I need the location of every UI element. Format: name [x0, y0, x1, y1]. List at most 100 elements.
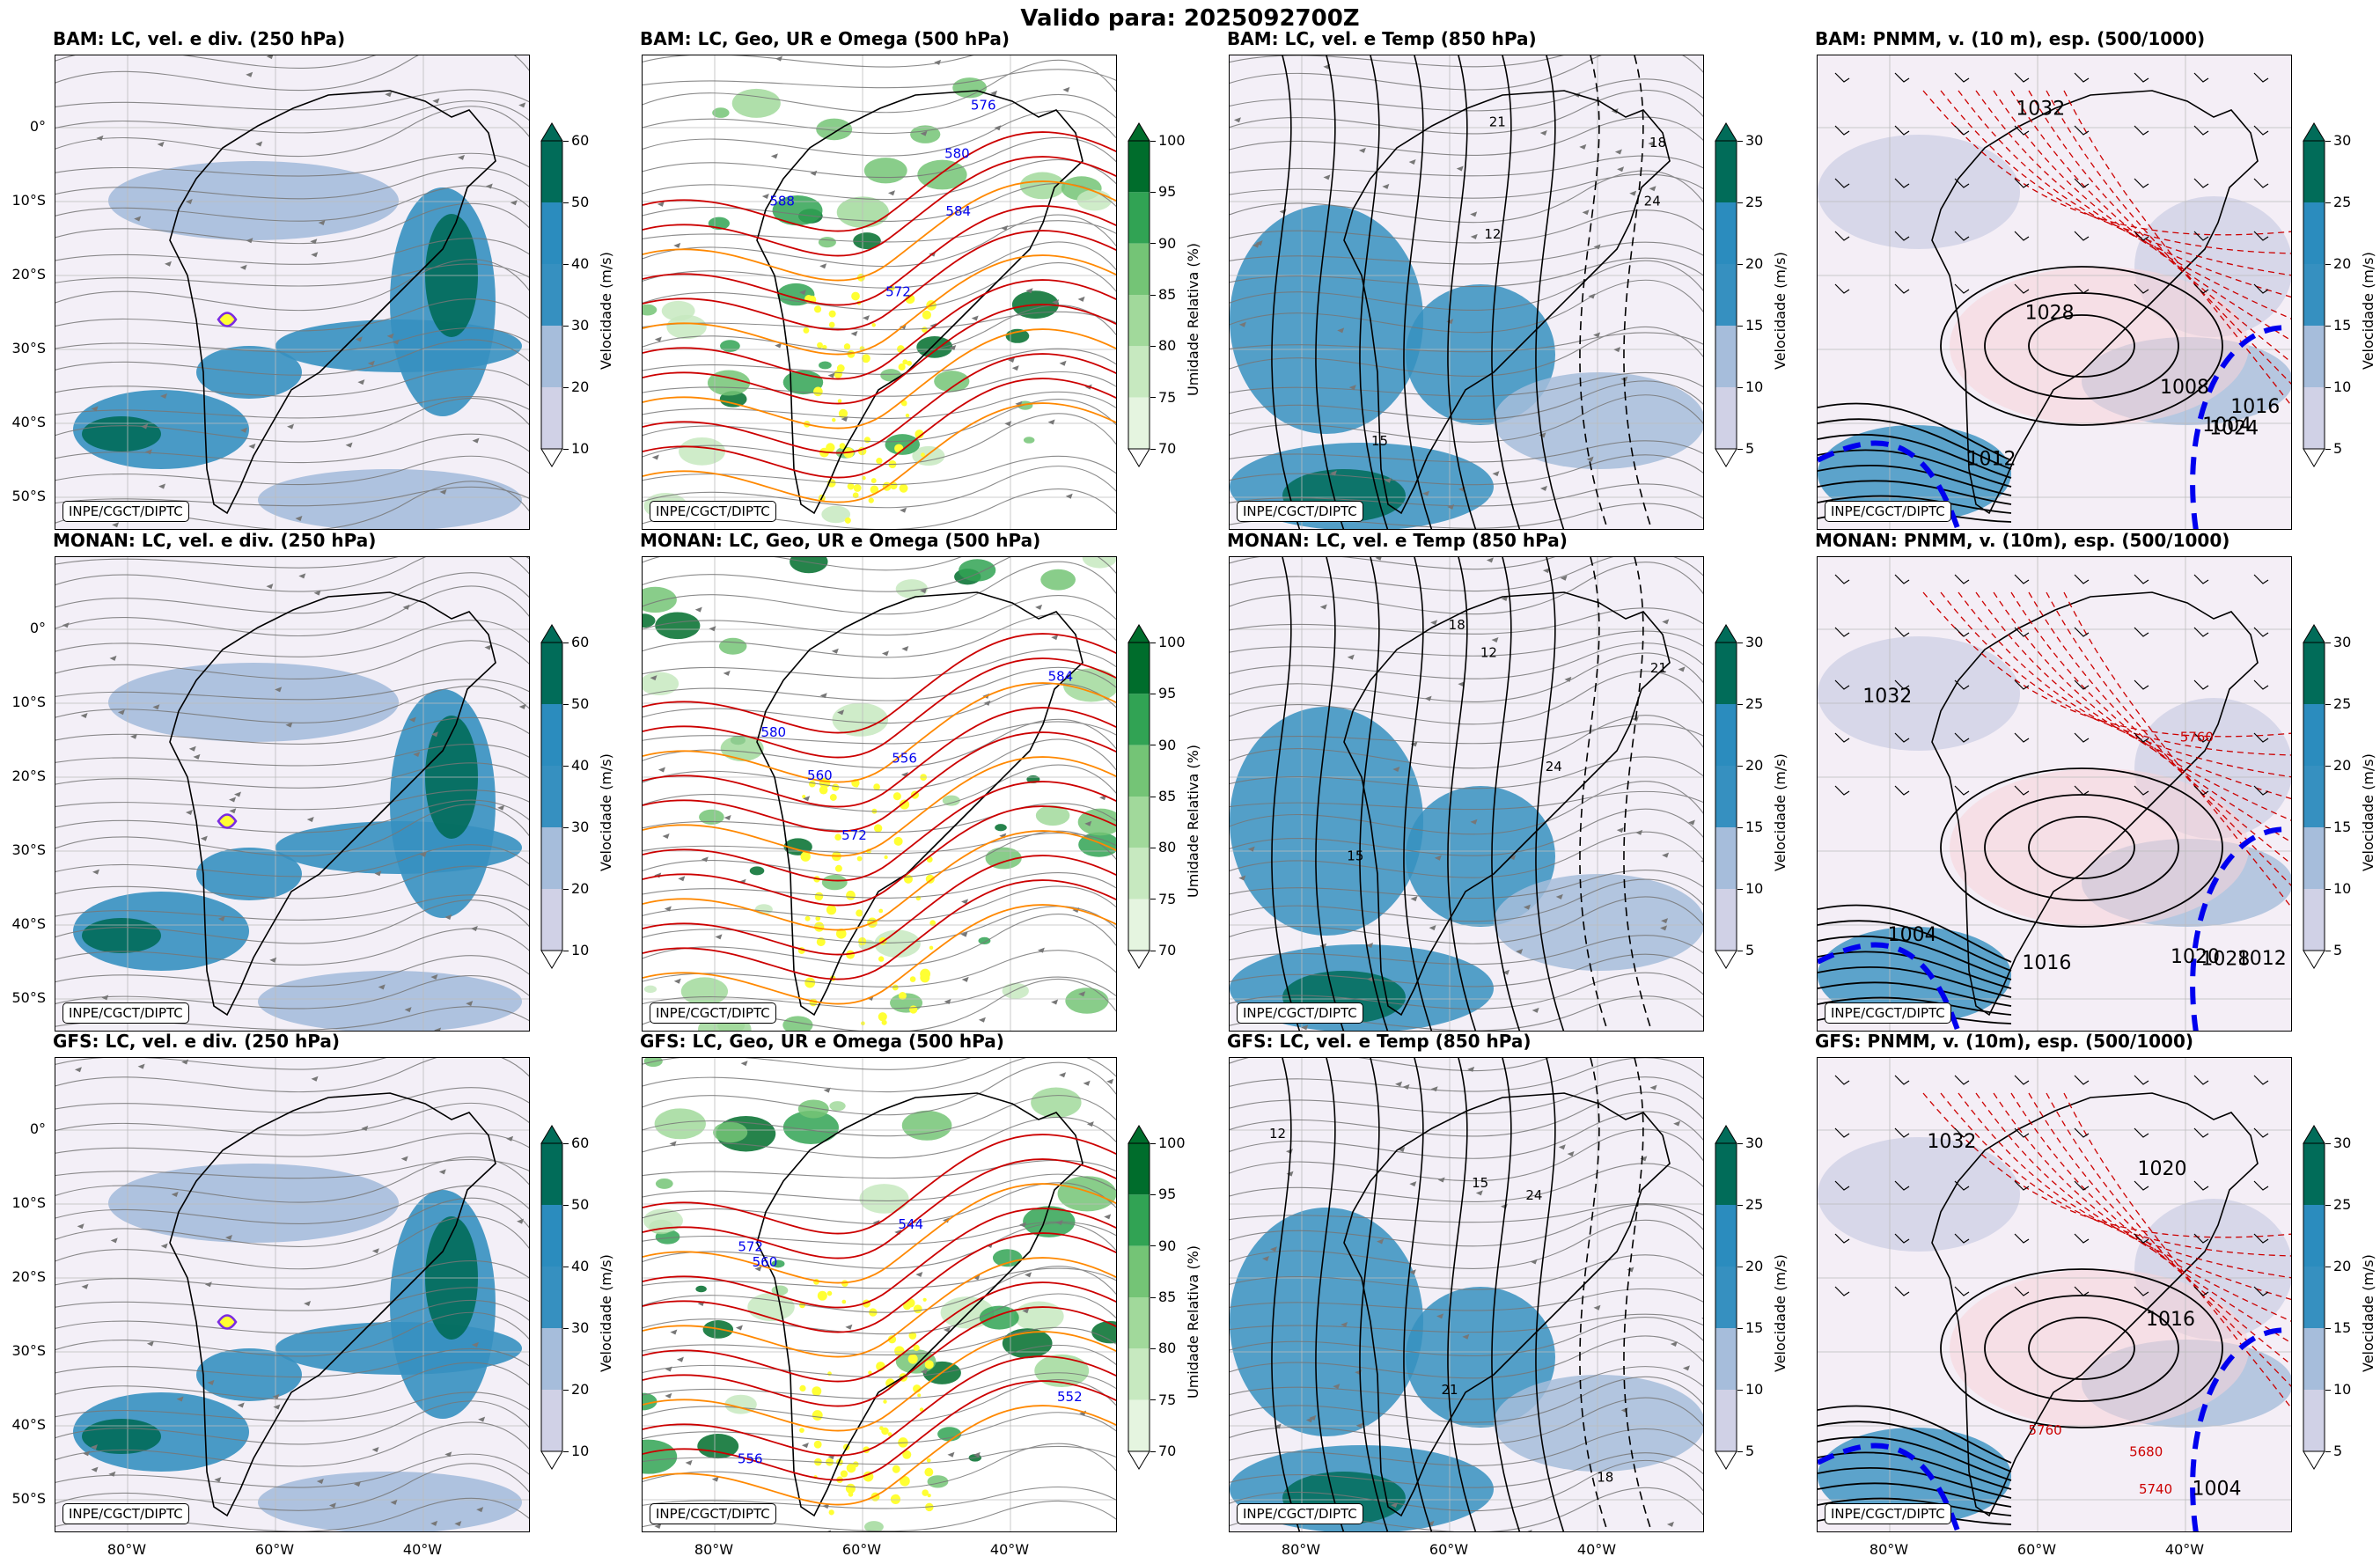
contour-label: 15: [1347, 848, 1363, 864]
credit-box: INPE/CGCT/DIPTC: [62, 1002, 189, 1024]
panel-title: GFS: LC, vel. e div. (250 hPa): [53, 1031, 340, 1052]
colorbar: 30 25 20 15 10 5 Velocidade (m/s): [2303, 1125, 2376, 1470]
panel-title: BAM: LC, Geo, UR e Omega (500 hPa): [640, 28, 1010, 49]
longitude-label: 80°W: [107, 1541, 147, 1558]
contour-label: 1032: [2016, 98, 2065, 120]
colorbar-tick: 50: [562, 194, 590, 210]
contour-label: 572: [738, 1238, 763, 1254]
latitude-label: 50°S: [11, 1490, 46, 1507]
colorbar-tick: 5: [2325, 440, 2343, 457]
colorbar-tick: 20: [2325, 757, 2352, 774]
colorbar-tick: 25: [2325, 194, 2352, 210]
contour-label: 5760: [2180, 729, 2214, 745]
colorbar-tick: 15: [1737, 819, 1764, 835]
colorbar-label: Velocidade (m/s): [2360, 753, 2376, 871]
colorbar-tick: 40: [562, 1258, 590, 1274]
colorbar: 30 25 20 15 10 5 Velocidade (m/s): [2303, 122, 2376, 467]
map-monan-temp850: 18 12 24 15 21 INPE/CGCT/DIPTC: [1229, 556, 1704, 1032]
colorbar: 60 50 40 30 20 10 Velocidade (m/s): [540, 122, 614, 467]
colorbar-tick: 5: [1737, 1443, 1755, 1459]
latitude-label: 30°S: [11, 841, 46, 858]
colorbar: 60 50 40 30 20 10 Velocidade (m/s): [540, 624, 614, 969]
map-bam-mslp: 1008 1024 1012 1028 1032 1004 1016 INPE/CGCT/DI…: [1817, 55, 2292, 530]
contour-label: 1016: [2146, 1309, 2195, 1331]
latitude-label: 30°S: [11, 1342, 46, 1359]
contour-label: 576: [971, 97, 996, 113]
panel-title: BAM: PNMM, v. (10 m), esp. (500/1000): [1815, 28, 2206, 49]
latitude-label: 0°: [29, 1120, 46, 1137]
longitude-label: 60°W: [2016, 1541, 2057, 1558]
colorbar-label: Umidade Relativa (%): [1185, 1245, 1201, 1399]
colorbar-tick: 10: [2325, 1381, 2352, 1398]
colorbar-tick: 15: [2325, 819, 2352, 835]
latitude-label: 20°S: [11, 1268, 46, 1285]
colorbar-tick: 25: [1737, 1196, 1764, 1213]
panel-title: GFS: LC, vel. e Temp (850 hPa): [1227, 1031, 1532, 1052]
contour-label: 24: [1546, 759, 1562, 775]
contour-label: 21: [1441, 1382, 1458, 1398]
colorbar-tick: 80: [1150, 337, 1177, 355]
contour-label: 12: [1480, 645, 1497, 661]
colorbar-tick: 60: [562, 634, 590, 650]
map-gfs-mslp: 1032 1004 1016 1020 5760 5740 5680 INPE/CGCT/DI…: [1817, 1057, 2292, 1532]
colorbar-tick: 30: [1737, 1134, 1764, 1151]
latitude-label: 20°S: [11, 266, 46, 283]
contour-label: 588: [769, 194, 795, 209]
colorbar-tick: 40: [562, 255, 590, 272]
colorbar-tick: 30: [2325, 1134, 2352, 1151]
map-monan-mslp: 1012 1028 1032 1004 1016 1020 5760 INPE/CGCT/DI…: [1817, 556, 2292, 1032]
colorbar-tick: 70: [1150, 1443, 1177, 1459]
colorbar-tick: 40: [562, 757, 590, 774]
colorbar-tick: 15: [2325, 1319, 2352, 1336]
colorbar-label: Velocidade (m/s): [598, 1254, 614, 1372]
colorbar: 100 95 90 85 80 75 70 Umidade Relativa (%): [1128, 1125, 1201, 1470]
colorbar-label: Umidade Relativa (%): [1185, 242, 1201, 396]
credit-box: INPE/CGCT/DIPTC: [1237, 501, 1363, 522]
longitude-label: 40°W: [2164, 1541, 2205, 1558]
colorbar-tick: 10: [1737, 378, 1764, 395]
colorbar-tick: 30: [562, 317, 590, 334]
contour-label: 544: [898, 1216, 923, 1232]
colorbar-scale: [2303, 1125, 2325, 1470]
longitude-label: 60°W: [841, 1541, 882, 1558]
colorbar-tick: 5: [2325, 942, 2343, 958]
latitude-label: 0°: [29, 620, 46, 636]
colorbar-tick: 100: [1150, 132, 1186, 149]
colorbar-tick: 20: [562, 1381, 590, 1398]
colorbar-scale: [2303, 122, 2325, 467]
colorbar-tick: 90: [1150, 1237, 1177, 1254]
latitude-label: 50°S: [11, 989, 46, 1006]
colorbar-tick: 95: [1150, 1186, 1177, 1203]
colorbar: 30 25 20 15 10 5 Velocidade (m/s): [2303, 624, 2376, 969]
contour-label: 12: [1484, 226, 1501, 242]
colorbar-scale: [1715, 122, 1737, 467]
map-gfs-temp850: 24 15 21 18 12 INPE/CGCT/DIPTC: [1229, 1057, 1704, 1532]
colorbar-label: Velocidade (m/s): [1772, 1254, 1789, 1372]
contour-label: 584: [1048, 668, 1074, 684]
panel-title: MONAN: LC, Geo, UR e Omega (500 hPa): [640, 530, 1041, 551]
contour-label: 1004: [2202, 415, 2251, 437]
colorbar-label: Velocidade (m/s): [2360, 1254, 2376, 1372]
contour-label: 5740: [2139, 1481, 2172, 1497]
contour-label: 1016: [2022, 952, 2071, 974]
latitude-label: 40°S: [11, 915, 46, 932]
longitude-label: 40°W: [1576, 1541, 1617, 1558]
longitude-label: 40°W: [989, 1541, 1030, 1558]
contour-label: 552: [1057, 1389, 1083, 1405]
map-gfs-rh500: 572 560 556 552 544 INPE/CGCT/DIPTC: [642, 1057, 1117, 1532]
longitude-label: 80°W: [694, 1541, 734, 1558]
colorbar-tick: 95: [1150, 183, 1177, 201]
colorbar-tick: 70: [1150, 440, 1177, 457]
contour-label: 15: [1371, 433, 1388, 449]
colorbar-tick: 90: [1150, 234, 1177, 252]
colorbar-tick: 90: [1150, 736, 1177, 753]
credit-box: INPE/CGCT/DIPTC: [1825, 501, 1951, 522]
map-plot: 584 580 572 560 556: [643, 557, 1116, 1031]
longitude-label: 80°W: [1869, 1541, 1909, 1558]
colorbar-tick: 100: [1150, 1134, 1186, 1151]
contour-label: 572: [885, 283, 911, 299]
colorbar-tick: 100: [1150, 634, 1186, 650]
longitude-label: 40°W: [402, 1541, 443, 1558]
credit-box: INPE/CGCT/DIPTC: [650, 1002, 776, 1024]
